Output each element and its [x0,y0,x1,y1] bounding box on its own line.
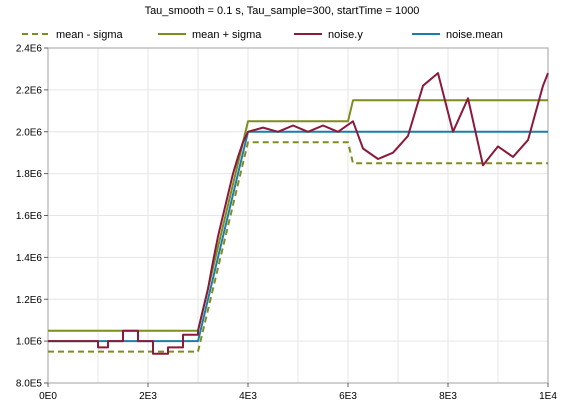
legend-label: noise.y [328,29,363,41]
y-tick-label: 1.6E6 [16,211,43,222]
y-tick-label: 1.8E6 [16,169,43,180]
x-tick-label: 1E4 [539,391,557,402]
y-tick-label: 2.0E6 [16,127,43,138]
x-tick-label: 0E0 [39,391,57,402]
x-tick-label: 4E3 [239,391,257,402]
legend: mean - sigma mean + sigma noise.y noise.mea… [22,29,503,41]
y-tick-label: 1.4E6 [16,253,43,264]
chart-title: Tau_smooth = 0.1 s, Tau_sample=300, star… [145,5,420,17]
y-tick-label: 1.2E6 [16,295,43,306]
legend-label: mean - sigma [56,29,124,41]
y-tick-label: 8.0E5 [16,379,43,390]
x-tick-label: 2E3 [139,391,157,402]
legend-label: mean + sigma [192,29,262,41]
legend-label: noise.mean [446,29,503,41]
x-tick-label: 8E3 [439,391,457,402]
y-tick-label: 2.4E6 [16,44,43,55]
y-tick-label: 2.2E6 [16,85,43,96]
x-tick-label: 6E3 [339,391,357,402]
y-tick-label: 1.0E6 [16,337,43,348]
